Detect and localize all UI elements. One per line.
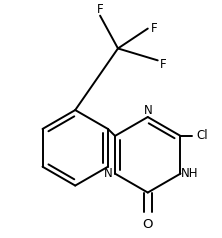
Text: N: N [104,167,113,180]
Text: NH: NH [181,167,198,180]
Text: F: F [97,3,103,16]
Text: F: F [160,58,167,71]
Text: Cl: Cl [196,129,208,142]
Text: O: O [143,218,153,231]
Text: N: N [143,104,152,117]
Text: F: F [151,22,157,35]
